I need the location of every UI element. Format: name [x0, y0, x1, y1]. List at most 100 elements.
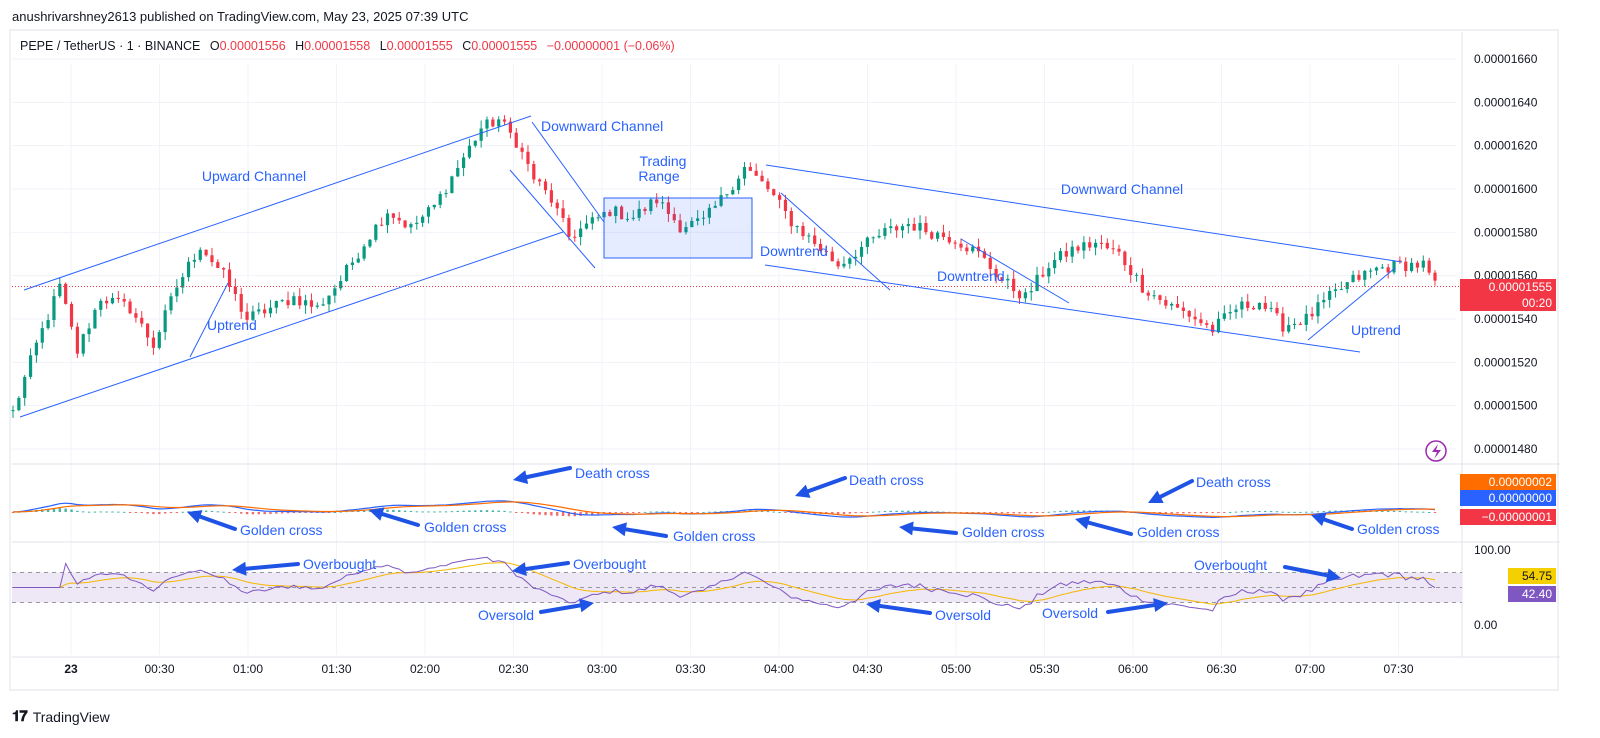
price-axis: 0.00001660 0.00001640 0.00001620 0.00001600… — [1474, 52, 1538, 632]
candle-body — [1164, 299, 1168, 306]
candle-body — [924, 222, 928, 233]
macd-histogram-bar — [1433, 512, 1437, 513]
macd-histogram-bar — [310, 512, 313, 513]
candle-body — [1216, 318, 1221, 333]
candle-body — [1275, 307, 1279, 314]
macd-histogram-bar — [421, 511, 424, 513]
macd-line — [12, 500, 1436, 519]
macd-histogram-bar — [1281, 511, 1285, 513]
label-golden-cross-4: Golden cross — [962, 524, 1044, 540]
candle-body — [409, 224, 413, 228]
macd-histogram-bar — [1293, 511, 1296, 513]
candle-body — [1287, 324, 1291, 332]
candle-body — [151, 337, 156, 348]
arrow-overbought-3-head — [1325, 568, 1341, 583]
candle-body — [292, 296, 296, 306]
macd-histogram-bar — [64, 508, 67, 512]
candle-body — [34, 342, 39, 356]
candle-body — [128, 301, 132, 314]
candle-body — [959, 243, 963, 248]
candle-body — [175, 287, 179, 297]
candle-body — [23, 376, 27, 398]
macd-histogram-bar — [1357, 510, 1361, 512]
macd-histogram-bar — [708, 511, 711, 513]
symbol-name[interactable]: PEPE / TetherUS · 1 · BINANCE — [20, 39, 201, 53]
candle-body — [1257, 302, 1262, 310]
candle-body — [555, 202, 559, 209]
signal-line — [12, 501, 1436, 518]
macd-histogram-bar — [532, 512, 536, 515]
candle-body — [1082, 242, 1086, 251]
macd-histogram-bar — [134, 512, 138, 513]
candle-body — [707, 207, 711, 218]
macd-histogram-bar — [99, 511, 102, 513]
candle-body — [1351, 274, 1355, 283]
macd-histogram-bar — [163, 512, 167, 514]
macd-histogram-bar — [240, 512, 243, 514]
arrow-golden-cross-5-shaft — [1086, 520, 1133, 536]
candle-body — [824, 250, 829, 252]
candle-body — [315, 305, 319, 307]
label-upward-channel: Upward Channel — [202, 168, 306, 184]
macd-histogram-bar — [1392, 510, 1396, 512]
candle-body — [1269, 307, 1273, 309]
label-oversold-1: Oversold — [478, 607, 534, 623]
label-golden-cross-1: Golden cross — [240, 522, 322, 538]
candle-body — [28, 355, 33, 377]
candle-body — [344, 265, 349, 282]
candle-body — [625, 218, 630, 220]
macd-histogram-bar — [368, 510, 372, 512]
rsi-line — [13, 556, 1436, 612]
pane-borders — [9, 29, 1560, 691]
arrow-overbought-1-head — [232, 561, 247, 576]
candle-body — [1123, 251, 1127, 266]
candle-body — [1211, 324, 1215, 333]
candle-body — [1234, 309, 1238, 313]
macd-histogram-bar — [82, 511, 85, 513]
candle-body — [116, 297, 120, 300]
macd-histogram-bar — [1030, 512, 1033, 514]
candle-body — [655, 199, 659, 204]
chart-frame — [9, 29, 1559, 691]
candle-body — [309, 300, 314, 307]
macd-histogram-bar — [1076, 510, 1080, 512]
arrow-oversold-3-shaft — [1106, 603, 1157, 614]
trend-drawings — [19, 115, 1447, 462]
candle-body — [75, 326, 79, 354]
candle-body — [725, 194, 729, 196]
macd-histogram-bar — [848, 512, 852, 514]
macd-histogram-bar — [842, 512, 846, 514]
candle-body — [1193, 316, 1197, 320]
macd-histogram-bar — [427, 511, 430, 513]
candle-body — [140, 317, 144, 324]
candle-body — [403, 220, 407, 228]
candle-body — [766, 181, 770, 190]
candle-body — [87, 328, 91, 335]
macd-histogram-bar — [1246, 511, 1249, 513]
macd-histogram-bar — [456, 510, 459, 512]
macd-histogram-bar — [766, 511, 770, 513]
candle-body — [854, 256, 858, 259]
macd-histogram-bar — [263, 512, 266, 515]
candle-body — [397, 217, 401, 221]
arrow-oversold-2-shaft — [877, 603, 932, 615]
macd-histogram-bar — [450, 511, 454, 513]
macd-histogram-bar — [620, 512, 623, 513]
macd-histogram-bar — [1193, 512, 1197, 514]
macd-histogram-bar — [626, 512, 629, 513]
candle-body — [1222, 313, 1226, 319]
candle-body — [1023, 292, 1027, 299]
time-tick-label: 02:00 — [410, 662, 440, 676]
candle-body — [965, 247, 969, 252]
arrow-oversold-2-head — [866, 599, 881, 613]
candle-body — [421, 216, 425, 223]
candle-body — [526, 151, 530, 164]
macd-histogram-bar — [1059, 510, 1062, 512]
candle-body — [157, 332, 161, 348]
label-trading-range-1: Trading — [640, 153, 687, 169]
macd-histogram-bar — [831, 512, 834, 515]
macd-histogram-bar — [304, 512, 307, 513]
candle-body — [1076, 246, 1080, 251]
candle-body — [666, 202, 671, 215]
